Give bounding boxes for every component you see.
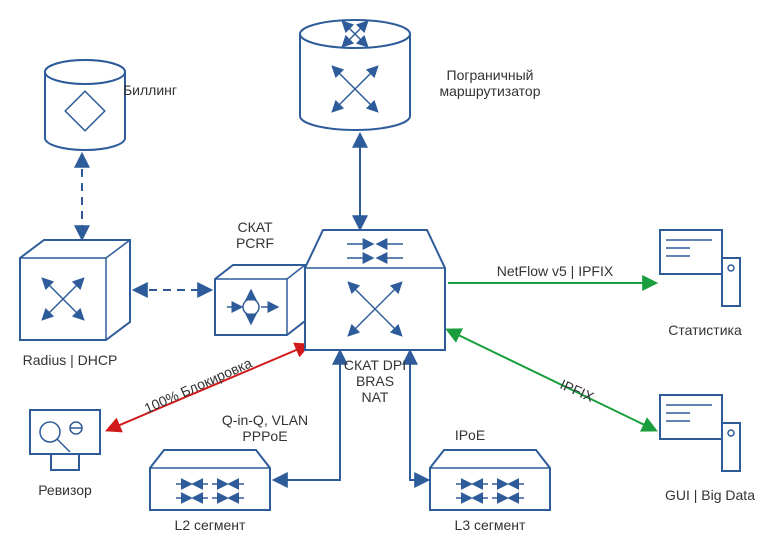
svg-text:100% Блокировка: 100% Блокировка (142, 354, 255, 416)
label-revizor: Ревизор (38, 482, 92, 498)
node-gui (660, 395, 740, 471)
edge-dpi-gui (448, 330, 655, 430)
node-router_edge (300, 20, 410, 130)
node-revizor (30, 410, 100, 470)
label-dpi: СКАТ DPIBRASNAT (344, 357, 406, 405)
label-l2: L2 сегмент (175, 517, 246, 533)
svg-text:NetFlow v5 | IPFIX: NetFlow v5 | IPFIX (497, 263, 614, 279)
label-pcrf: СКАТPCRF (236, 219, 274, 251)
node-dpi (305, 230, 445, 350)
label-gui: GUI | Big Data (665, 487, 755, 503)
node-radius (20, 240, 130, 340)
label-router_edge: Пограничныймаршрутизатор (439, 67, 540, 99)
svg-text:IPoE: IPoE (455, 427, 485, 443)
node-billing (45, 60, 125, 150)
label-billing: Биллинг (123, 82, 177, 98)
svg-text:IPFIX: IPFIX (558, 376, 597, 405)
label-radius: Radius | DHCP (23, 352, 118, 368)
node-pcrf (215, 265, 305, 335)
label-l3: L3 сегмент (455, 517, 526, 533)
edge-dpi-l3 (410, 352, 427, 480)
node-l3 (430, 450, 550, 510)
node-l2 (150, 450, 270, 510)
svg-text:Q-in-Q, VLANPPPoE: Q-in-Q, VLANPPPoE (222, 412, 308, 444)
node-stats (660, 230, 740, 306)
label-stats: Статистика (668, 322, 742, 338)
